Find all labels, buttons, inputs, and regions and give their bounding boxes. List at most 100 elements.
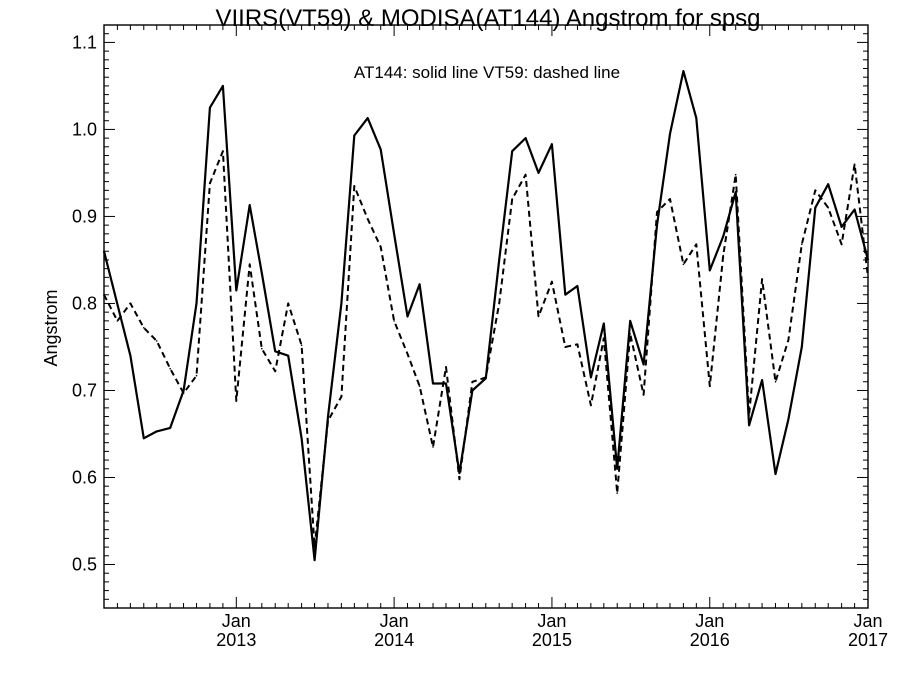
data-point — [827, 183, 829, 185]
data-point — [748, 414, 750, 416]
x-tick-year-label: 2016 — [690, 630, 730, 650]
x-tick-year-label: 2015 — [532, 630, 572, 650]
y-tick-label: 1.1 — [72, 32, 97, 52]
data-point — [498, 259, 501, 261]
data-point — [853, 208, 856, 211]
data-point — [445, 382, 447, 385]
data-point — [209, 182, 211, 185]
y-axis-ticks: 0.5 0.6 0.7 0.8 0.9 1.0 1.1 — [72, 32, 868, 600]
data-point — [248, 204, 251, 206]
data-point — [498, 302, 501, 305]
data-point — [576, 343, 579, 346]
data-point — [116, 320, 119, 322]
data-point — [195, 374, 198, 377]
data-point — [524, 137, 527, 139]
data-point — [603, 322, 605, 325]
data-point — [537, 315, 540, 318]
data-point — [103, 250, 105, 252]
data-point — [656, 211, 658, 213]
data-point — [340, 302, 343, 305]
x-tick-month-label: Jan — [695, 611, 724, 631]
data-point — [313, 559, 316, 561]
data-point — [222, 85, 224, 87]
x-tick-year-label: 2017 — [848, 630, 888, 650]
data-point — [722, 235, 724, 238]
data-point — [432, 382, 434, 385]
x-tick-year-label: 2014 — [374, 630, 414, 650]
y-tick-label: 0.7 — [72, 380, 97, 400]
data-point — [551, 143, 553, 145]
data-point — [682, 70, 685, 72]
data-point — [353, 134, 356, 137]
data-point — [511, 198, 513, 200]
data-point — [393, 233, 395, 235]
data-point — [287, 354, 290, 357]
data-point — [642, 363, 645, 366]
data-point — [274, 350, 277, 353]
data-point — [734, 173, 737, 176]
data-point — [445, 366, 447, 368]
series-points-at144 — [103, 70, 869, 561]
data-point — [340, 395, 343, 398]
data-point — [709, 269, 711, 272]
data-point — [418, 385, 421, 387]
data-point — [709, 385, 711, 387]
y-tick-label: 1.0 — [72, 119, 97, 139]
data-point — [840, 243, 843, 246]
data-point — [313, 546, 316, 548]
data-point — [801, 243, 803, 246]
data-point — [603, 337, 605, 340]
data-point — [379, 246, 382, 248]
data-point — [169, 367, 171, 370]
data-point — [129, 354, 132, 357]
data-point — [458, 478, 461, 481]
data-point — [195, 302, 198, 305]
x-tick-month-label: Jan — [222, 611, 251, 631]
data-point — [590, 404, 592, 407]
data-point — [248, 263, 251, 266]
data-point — [853, 163, 856, 165]
data-point — [209, 106, 211, 109]
data-point — [406, 353, 409, 355]
data-point — [564, 293, 567, 296]
data-point — [143, 437, 145, 440]
data-point — [669, 198, 671, 200]
data-point — [406, 315, 409, 318]
data-point — [616, 468, 618, 470]
data-point — [300, 437, 303, 440]
data-point — [169, 427, 171, 429]
data-point — [261, 347, 263, 350]
data-point — [379, 148, 382, 151]
data-point — [616, 492, 618, 494]
data-point — [722, 254, 724, 257]
data-point — [129, 302, 132, 305]
data-point — [222, 150, 224, 152]
data-point — [774, 381, 777, 383]
data-point — [155, 340, 158, 342]
data-point — [682, 263, 685, 266]
data-point — [432, 446, 434, 448]
x-tick-year-label: 2013 — [216, 630, 256, 650]
data-point — [524, 173, 527, 176]
data-point — [867, 276, 869, 279]
series-line-vt59 — [103, 150, 869, 549]
data-point — [551, 280, 553, 283]
x-tick-month-label: Jan — [380, 611, 409, 631]
data-point — [366, 117, 369, 119]
data-point — [366, 218, 369, 220]
data-point — [761, 379, 763, 381]
series-points-vt59 — [103, 150, 869, 548]
data-point — [485, 376, 487, 379]
data-point — [235, 289, 238, 292]
data-point — [182, 392, 185, 394]
data-point — [669, 133, 671, 135]
y-tick-label: 0.5 — [72, 554, 97, 574]
chart-legend-annotation: AT144: solid line VT59: dashed line — [354, 63, 620, 82]
data-point — [537, 172, 540, 174]
data-point — [327, 415, 329, 418]
data-point — [761, 278, 763, 280]
data-point — [840, 226, 843, 228]
data-point — [748, 424, 750, 427]
